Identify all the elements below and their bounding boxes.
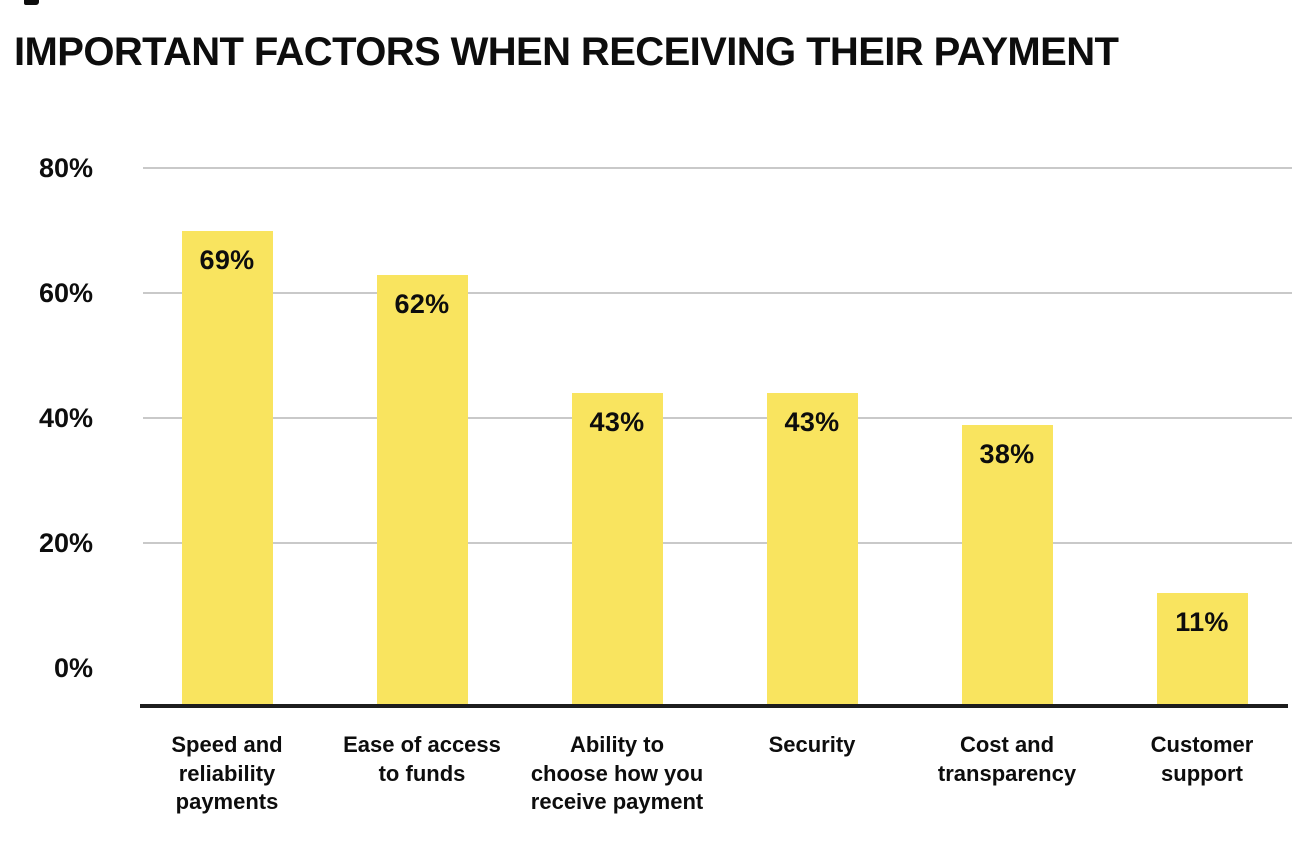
category-label-3: Ability to choose how you receive paymen… (530, 732, 704, 815)
y-tick-label-60: 60% (38, 278, 93, 308)
bar-value-label-1: 69% (199, 244, 255, 275)
cropped-edge-artifact (24, 0, 39, 5)
y-tick-label-80: 80% (38, 153, 93, 183)
category-label-1: Speed and reliability payments (171, 732, 283, 815)
bar-value-label-4: 43% (784, 407, 840, 438)
category-label-4: Security (768, 732, 856, 757)
y-tick-label-0: 0% (53, 653, 93, 683)
category-label-6: Customer support (1150, 732, 1254, 786)
bar-5: 38% (961, 424, 1053, 704)
gridline-40 (143, 417, 1292, 419)
bar-3: 43% (571, 393, 663, 704)
bar-value-label-3: 43% (589, 407, 645, 438)
y-tick-label-40: 40% (38, 403, 93, 433)
bar-value-label-6: 11% (1175, 607, 1229, 638)
gridline-80 (143, 167, 1292, 169)
bar-value-label-5: 38% (979, 438, 1035, 469)
category-label-5: Cost and transparency (937, 732, 1077, 786)
gridline-60 (143, 292, 1292, 294)
category-label-2: Ease of access to funds (343, 732, 501, 786)
bar-value-label-2: 62% (394, 288, 450, 319)
gridline-20 (143, 542, 1292, 544)
bar-6: 11% (1156, 593, 1248, 704)
bar-2: 62% (376, 274, 468, 704)
bar-1: 69% (181, 230, 273, 704)
bar-4: 43% (766, 393, 858, 704)
y-tick-label-20: 20% (38, 528, 93, 558)
x-axis-line (140, 704, 1288, 708)
chart-title: IMPORTANT FACTORS WHEN RECEIVING THEIR P… (14, 30, 1119, 74)
